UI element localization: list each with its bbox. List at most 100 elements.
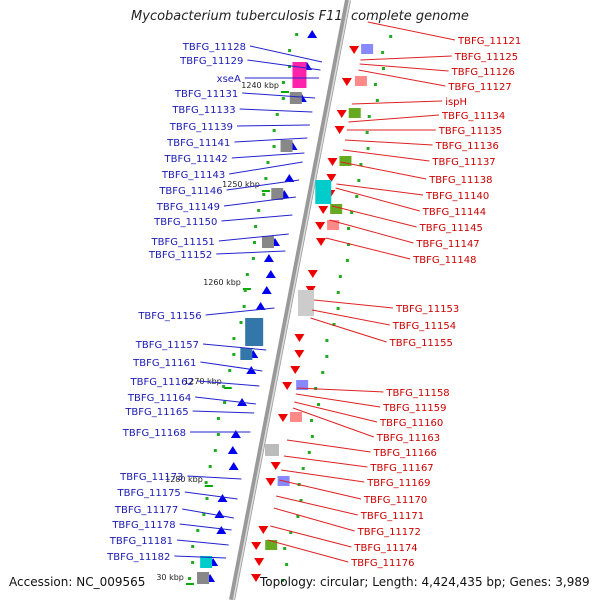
gene-label-right: TBFG_11176 bbox=[350, 558, 414, 569]
gene-dot-left bbox=[288, 49, 292, 52]
gene-dot-right bbox=[373, 83, 377, 86]
gene-dot-right bbox=[332, 323, 336, 326]
gene-arrow-reverse bbox=[326, 174, 337, 182]
leader-line-right bbox=[286, 439, 371, 453]
gene-label-right: TBFG_11134 bbox=[441, 111, 505, 122]
gene-label-left: TBFG_11181 bbox=[109, 536, 173, 547]
gene-feature-box bbox=[361, 44, 374, 54]
leader-line-right bbox=[294, 401, 378, 423]
gene-feature-box bbox=[339, 156, 352, 166]
gene-feature-box bbox=[330, 204, 343, 214]
gene-arrow-reverse bbox=[315, 238, 326, 246]
gene-label-left: TBFG_11182 bbox=[106, 552, 170, 563]
leader-line-left bbox=[229, 161, 303, 175]
leader-line-left bbox=[234, 137, 308, 143]
gene-arrow-reverse bbox=[265, 478, 276, 486]
gene-label-left: TBFG_11168 bbox=[122, 428, 186, 439]
gene-dot-right bbox=[357, 179, 361, 182]
gene-dot-left bbox=[232, 337, 236, 340]
gene-dot-left bbox=[242, 305, 246, 308]
gene-label-right: TBFG_11121 bbox=[457, 36, 521, 47]
gene-dot-right bbox=[336, 307, 340, 310]
gene-dot-left bbox=[191, 561, 195, 564]
gene-label-left: TBFG_11156 bbox=[137, 311, 201, 322]
gene-label-left: TBFG_11131 bbox=[174, 89, 238, 100]
kbp-label: 1260 kbp bbox=[203, 278, 241, 287]
leader-line-left bbox=[249, 45, 323, 63]
leader-line-left bbox=[187, 475, 242, 480]
gene-feature-box bbox=[298, 290, 314, 316]
gene-dot-left bbox=[281, 81, 285, 84]
gene-dot-right bbox=[310, 435, 314, 438]
leader-line-left bbox=[174, 555, 227, 559]
kbp-label: 30 kbp bbox=[156, 573, 184, 582]
gene-feature-box bbox=[197, 572, 210, 584]
leader-line-left bbox=[231, 152, 305, 159]
gene-feature-box bbox=[348, 108, 361, 118]
leader-line-right bbox=[340, 161, 427, 180]
gene-arrow-reverse bbox=[277, 414, 288, 422]
gene-feature-box bbox=[289, 92, 302, 104]
gene-label-right: TBFG_11137 bbox=[431, 157, 495, 168]
leader-line-right bbox=[360, 55, 452, 61]
gene-label-right: TBFG_11174 bbox=[353, 543, 417, 554]
gene-label-left: TBFG_11150 bbox=[153, 217, 217, 228]
kbp-label: 1280 kbp bbox=[165, 475, 203, 484]
leader-line-left bbox=[184, 491, 238, 500]
leader-line-left bbox=[236, 124, 310, 127]
gene-dot-right bbox=[389, 35, 393, 38]
gene-feature-box bbox=[292, 62, 307, 88]
leader-line-right bbox=[342, 149, 430, 162]
gene-dot-right bbox=[285, 563, 289, 566]
gene-dot-right bbox=[346, 243, 350, 246]
leader-line-right bbox=[313, 299, 394, 309]
gene-arrow-forward bbox=[216, 526, 227, 534]
gene-feature-box bbox=[315, 180, 332, 204]
gene-label-left: TBFG_11162 bbox=[130, 377, 194, 388]
gene-dot-right bbox=[325, 355, 329, 358]
gene-arrow-forward bbox=[217, 494, 228, 502]
gene-label-left: TBFG_11178 bbox=[111, 520, 175, 531]
gene-feature-box bbox=[245, 318, 264, 346]
leader-line-right bbox=[270, 525, 352, 548]
gene-dot-left bbox=[228, 369, 232, 372]
leader-line-left bbox=[197, 380, 260, 387]
leader-line-right bbox=[267, 539, 349, 563]
genome-axis bbox=[229, 0, 351, 600]
gene-label-right: TBFG_11153 bbox=[395, 304, 459, 315]
gene-feature-box bbox=[327, 220, 340, 230]
gene-dot-left bbox=[188, 577, 192, 580]
leader-line-right bbox=[348, 114, 440, 123]
gene-feature-box bbox=[271, 188, 284, 200]
gene-feature-box bbox=[289, 412, 302, 422]
gene-label-right: TBFG_11148 bbox=[412, 255, 476, 266]
gene-label-right: TBFG_11154 bbox=[392, 321, 456, 332]
gene-dot-right bbox=[296, 515, 300, 518]
gene-arrow-forward bbox=[214, 510, 225, 518]
gene-arrow-forward bbox=[265, 270, 276, 278]
leader-line-right bbox=[336, 183, 424, 196]
gene-dot-left bbox=[216, 417, 220, 420]
gene-label-left: TBFG_11149 bbox=[156, 202, 220, 213]
gene-dot-left bbox=[295, 33, 299, 36]
gene-arrow-forward bbox=[246, 366, 257, 374]
gene-arrow-reverse bbox=[294, 334, 305, 342]
gene-feature-box bbox=[261, 236, 274, 248]
gene-dot-left bbox=[252, 241, 256, 244]
gene-dot-left bbox=[288, 65, 292, 68]
gene-arrow-reverse bbox=[282, 382, 293, 390]
gene-dot-right bbox=[355, 195, 359, 198]
gene-feature-box bbox=[354, 76, 367, 86]
leader-line-right bbox=[351, 100, 443, 105]
gene-arrow-reverse bbox=[315, 222, 326, 230]
gene-label-right: TBFG_11147 bbox=[415, 239, 479, 250]
gene-label-left: TBFG_11128 bbox=[182, 42, 246, 53]
gene-arrow-forward bbox=[255, 302, 266, 310]
leader-line-left bbox=[239, 108, 313, 113]
gene-label-left: TBFG_11161 bbox=[132, 358, 196, 369]
gene-label-left: TBFG_11175 bbox=[117, 488, 181, 499]
leader-line-left bbox=[247, 59, 321, 71]
gene-dot-right bbox=[321, 371, 325, 374]
gene-dot-left bbox=[232, 353, 236, 356]
